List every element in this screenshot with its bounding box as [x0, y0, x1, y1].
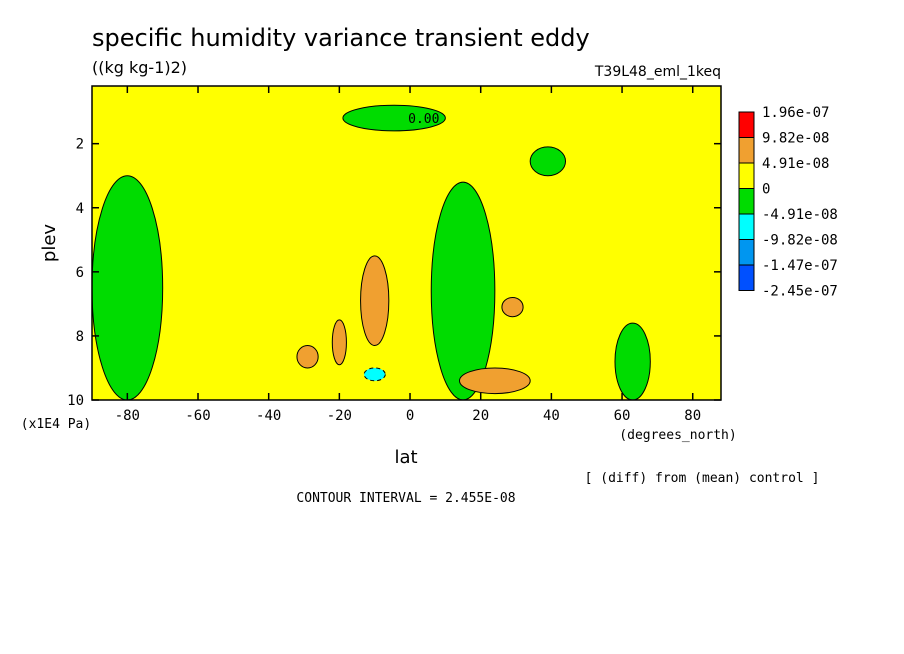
x-tick-label: 20	[472, 408, 489, 424]
x-tick-label: 60	[614, 408, 631, 424]
color-legend: 1.96e-07 9.82e-08 4.91e-08 0 -4.91e-08 -9.82e…	[738, 105, 838, 300]
legend-label: 4.91e-08	[762, 156, 829, 172]
y-tick-label: 2	[76, 137, 84, 153]
x-axis: -80 -60 -40 -20 0 20 40 60 80	[115, 86, 701, 424]
negative-anomaly-region	[363, 367, 386, 382]
positive-anomaly-region	[501, 296, 524, 318]
legend-label: -4.91e-08	[762, 207, 838, 223]
x-tick-label: -20	[327, 408, 352, 424]
y-tick-label: 6	[76, 265, 84, 281]
positive-anomaly-region	[331, 319, 347, 366]
contour-interval: CONTOUR INTERVAL = 2.455E-08	[296, 491, 515, 506]
contour-label: 0.00	[408, 112, 439, 127]
legend-label: 0	[762, 182, 770, 198]
y-tick-label: 4	[76, 201, 84, 217]
y-tick-label: 10	[67, 393, 84, 409]
x-tick-label: -80	[115, 408, 140, 424]
contour-field: 0.00	[92, 104, 651, 400]
legend-label: -2.45e-07	[762, 284, 838, 300]
negative-anomaly-region	[529, 146, 567, 177]
negative-anomaly-region	[430, 181, 496, 400]
negative-anomaly-region	[92, 175, 164, 400]
legend-swatch	[738, 162, 755, 189]
legend-swatch	[738, 137, 755, 164]
x-tick-label: 40	[543, 408, 560, 424]
positive-anomaly-region	[459, 367, 531, 395]
plot-frame	[91, 85, 722, 401]
legend-label: 9.82e-08	[762, 131, 829, 147]
positive-anomaly-region	[296, 345, 319, 369]
legend-label: -1.47e-07	[762, 258, 838, 274]
x-tick-label: -60	[185, 408, 210, 424]
legend-label: 1.96e-07	[762, 105, 829, 121]
positive-anomaly-region	[360, 255, 390, 347]
legend-swatch	[738, 188, 755, 215]
x-tick-label: 80	[684, 408, 701, 424]
y-axis-units: (x1E4 Pa)	[21, 417, 91, 432]
x-axis-units: (degrees_north)	[619, 428, 736, 443]
diff-note: [ (diff) from (mean) control ]	[585, 471, 820, 486]
x-tick-label: 0	[406, 408, 414, 424]
x-axis-title: lat	[394, 447, 417, 468]
legend-swatch	[738, 239, 755, 266]
y-axis: 2 4 6 8 10	[67, 137, 721, 409]
legend-swatch	[738, 264, 755, 291]
negative-anomaly-region	[342, 104, 446, 132]
units-label: ((kg kg-1)2)	[92, 58, 187, 77]
legend-label: -9.82e-08	[762, 233, 838, 249]
legend-swatch	[738, 111, 755, 138]
run-label: T39L48_eml_1keq	[594, 64, 721, 80]
y-axis-title: plev	[39, 224, 60, 263]
chart-title: specific humidity variance transient edd…	[92, 24, 590, 52]
negative-anomaly-region	[614, 322, 651, 400]
x-tick-label: -40	[256, 408, 281, 424]
legend-swatch	[738, 213, 755, 240]
y-tick-label: 8	[76, 329, 84, 345]
